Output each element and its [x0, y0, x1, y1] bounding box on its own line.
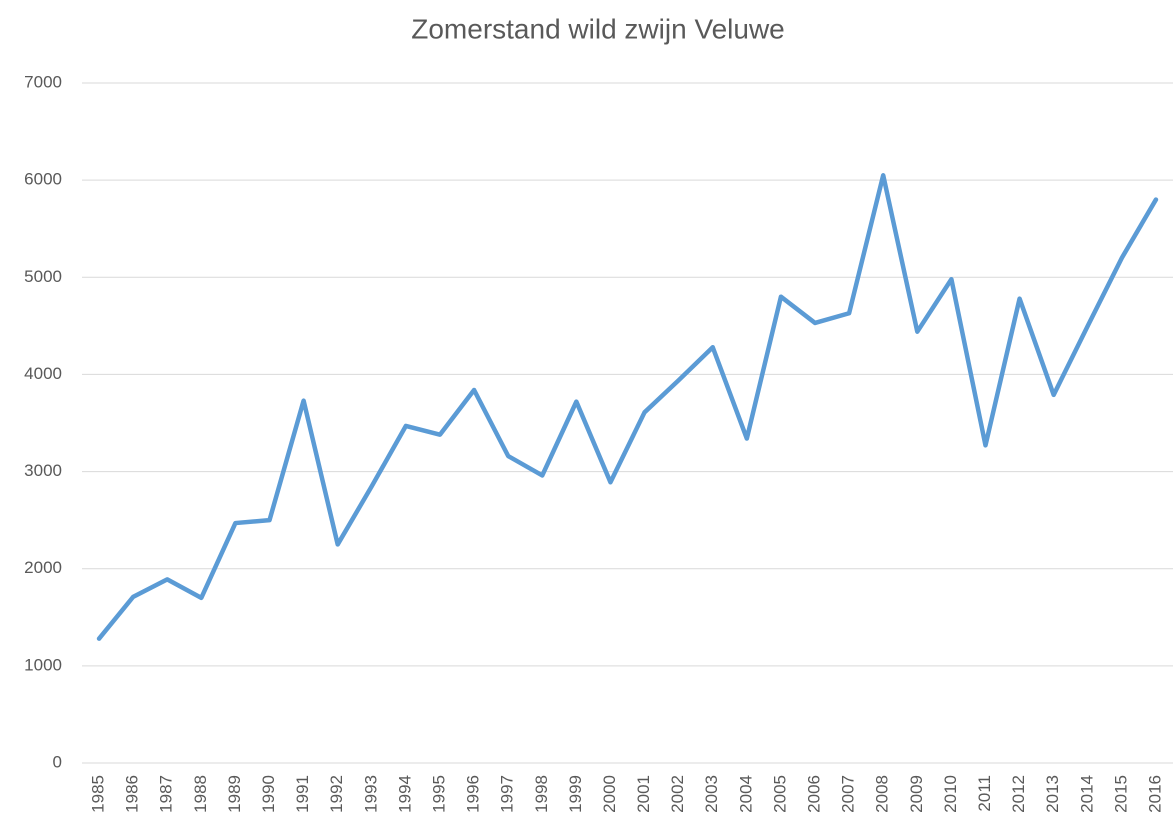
x-tick-label: 1985	[89, 775, 108, 813]
x-tick-label: 1990	[259, 775, 278, 813]
x-tick-label: 2015	[1111, 775, 1130, 813]
x-tick-label: 2005	[770, 775, 789, 813]
x-tick-label: 2012	[1009, 775, 1028, 813]
x-tick-label: 2000	[600, 775, 619, 813]
chart-title: Zomerstand wild zwijn Veluwe	[411, 13, 785, 44]
x-tick-label: 2010	[941, 775, 960, 813]
x-tick-label: 1997	[498, 775, 517, 813]
x-tick-label: 1992	[327, 775, 346, 813]
x-tick-label: 2011	[975, 775, 994, 812]
y-tick-label: 5000	[24, 267, 62, 286]
x-tick-label: 2006	[805, 775, 824, 813]
x-tick-label: 2001	[634, 775, 653, 813]
x-tick-label: 1988	[191, 775, 210, 813]
x-tick-label: 1987	[157, 775, 176, 813]
y-tick-label: 2000	[24, 558, 62, 577]
x-tick-label: 2008	[873, 775, 892, 813]
x-tick-label: 1986	[123, 775, 142, 813]
x-tick-label: 2013	[1043, 775, 1062, 813]
x-tick-label: 2004	[736, 775, 755, 813]
y-tick-label: 4000	[24, 364, 62, 383]
y-tick-label: 3000	[24, 461, 62, 480]
x-tick-label: 1996	[464, 775, 483, 813]
x-tick-label: 2009	[907, 775, 926, 813]
x-tick-label: 2014	[1077, 775, 1096, 813]
x-tick-label: 1991	[293, 775, 312, 813]
y-tick-label: 0	[53, 752, 62, 771]
x-tick-label: 2007	[839, 775, 858, 813]
x-tick-label: 1998	[532, 775, 551, 813]
x-tick-label: 2002	[668, 775, 687, 813]
x-tick-label: 1993	[361, 775, 380, 813]
y-tick-label: 7000	[24, 72, 62, 91]
x-tick-label: 1999	[566, 775, 585, 813]
y-tick-label: 1000	[24, 655, 62, 674]
x-tick-label: 1989	[225, 775, 244, 813]
x-tick-label: 2003	[702, 775, 721, 813]
x-tick-label: 2016	[1145, 775, 1164, 813]
x-tick-label: 1994	[395, 775, 414, 813]
data-line	[96, 173, 1159, 641]
x-tick-label: 1995	[429, 775, 448, 813]
y-tick-label: 6000	[24, 170, 62, 189]
